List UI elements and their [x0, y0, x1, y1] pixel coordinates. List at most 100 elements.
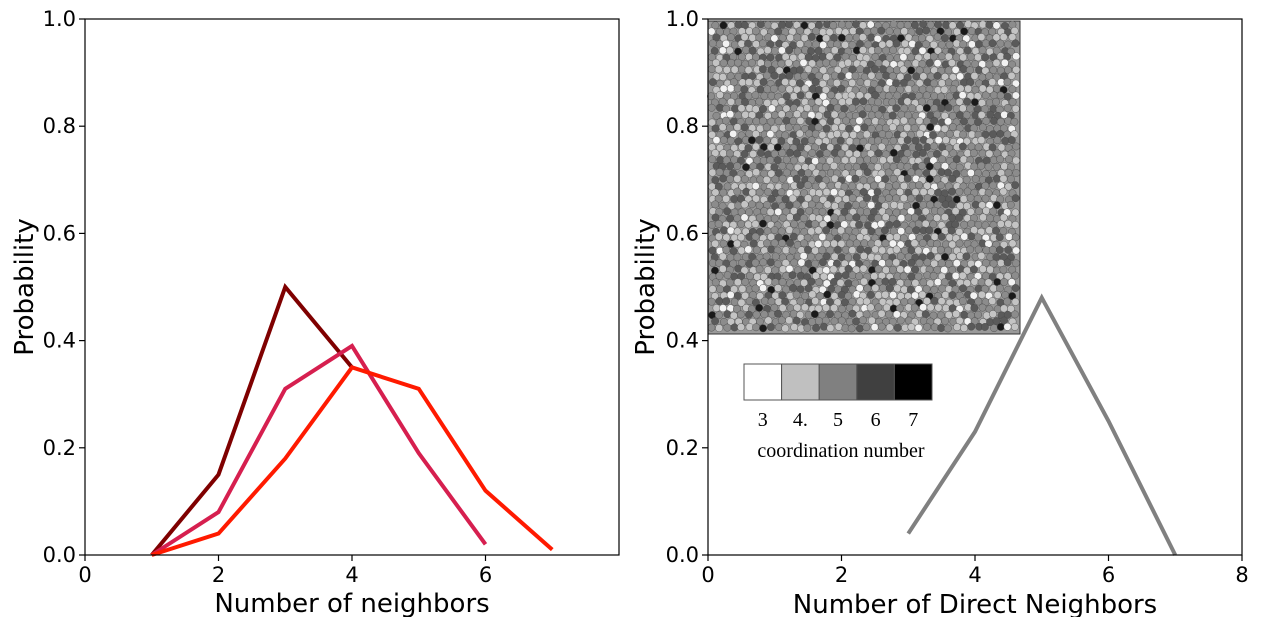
- packing-particle: [807, 277, 816, 286]
- packing-particle: [903, 279, 912, 287]
- packing-particle: [940, 85, 949, 94]
- packing-particle: [934, 303, 943, 312]
- packing-particle: [926, 200, 934, 209]
- packing-particle: [874, 149, 883, 158]
- packing-particle: [778, 46, 786, 55]
- packing-particle: [849, 130, 858, 139]
- packing-particle: [726, 214, 734, 223]
- packing-particle: [996, 323, 1005, 331]
- packing-particle: [944, 103, 953, 112]
- packing-particle: [941, 316, 949, 325]
- packing-particle: [748, 200, 756, 209]
- packing-particle: [956, 72, 965, 81]
- packing-particle: [845, 71, 853, 80]
- packing-particle: [967, 117, 975, 126]
- packing-particle: [1003, 258, 1012, 267]
- packing-particle: [1012, 52, 1021, 61]
- packing-particle: [871, 91, 880, 99]
- packing-particle: [885, 54, 894, 62]
- packing-particle: [707, 65, 716, 74]
- right-panel: 0 2 4 6 8 0.0 0.2 0.4 0.6 0.8 1.0 3 4. 5 6 7 coordinat…: [631, 7, 1249, 617]
- packing-particle: [778, 149, 787, 157]
- packing-particle: [751, 284, 760, 293]
- packing-particle: [974, 260, 983, 268]
- packing-particle: [778, 174, 787, 183]
- packing-particle: [915, 194, 924, 203]
- packing-particle: [803, 233, 812, 242]
- packing-particle: [808, 59, 816, 68]
- packing-particle: [897, 34, 905, 43]
- packing-particle: [892, 104, 901, 113]
- packing-particle: [881, 175, 890, 184]
- packing-particle: [1011, 233, 1020, 242]
- packing-particle: [938, 79, 946, 88]
- packing-particle: [842, 195, 851, 203]
- packing-particle: [918, 46, 927, 55]
- packing-particle: [804, 169, 813, 177]
- packing-particle: [980, 323, 989, 331]
- packing-particle: [718, 202, 727, 211]
- packing-particle: [852, 317, 861, 326]
- packing-particle: [882, 46, 890, 55]
- packing-particle: [937, 181, 945, 190]
- packing-particle: [751, 258, 760, 267]
- packing-particle: [970, 304, 979, 312]
- packing-particle: [816, 150, 824, 158]
- packing-particle: [830, 110, 839, 119]
- packing-particle: [978, 265, 987, 273]
- packing-particle: [974, 118, 983, 126]
- packing-particle: [751, 27, 760, 36]
- packing-particle: [733, 187, 742, 196]
- packing-particle: [970, 265, 978, 274]
- packing-particle: [877, 219, 886, 228]
- packing-particle: [786, 239, 794, 247]
- packing-particle: [777, 110, 786, 119]
- packing-particle: [799, 58, 808, 67]
- packing-particle: [862, 130, 871, 139]
- colorbar-swatch-6: [856, 363, 895, 401]
- packing-particle: [711, 21, 720, 30]
- packing-particle: [782, 142, 791, 151]
- packing-particle: [933, 33, 942, 41]
- packing-particle: [766, 258, 775, 267]
- packing-particle: [999, 227, 1008, 235]
- packing-particle: [858, 33, 867, 42]
- packing-particle: [860, 252, 868, 260]
- packing-particle: [908, 117, 916, 126]
- packing-particle: [1012, 65, 1021, 74]
- packing-particle: [893, 168, 902, 177]
- packing-particle: [944, 117, 952, 126]
- packing-particle: [726, 110, 735, 119]
- packing-particle: [949, 149, 958, 158]
- packing-particle: [933, 71, 942, 80]
- packing-particle: [958, 142, 967, 151]
- packing-particle: [960, 324, 969, 333]
- packing-particle: [966, 104, 974, 113]
- packing-particle: [829, 265, 838, 274]
- packing-particle: [878, 246, 887, 255]
- packing-particle: [716, 90, 724, 99]
- packing-particle: [867, 227, 876, 236]
- packing-particle: [856, 78, 865, 87]
- packing-particle: [764, 20, 772, 29]
- packing-particle: [863, 284, 872, 293]
- packing-particle: [929, 220, 938, 229]
- packing-particle: [712, 58, 720, 67]
- packing-particle: [951, 220, 960, 229]
- packing-particle: [933, 161, 942, 170]
- packing-particle: [840, 207, 849, 216]
- packing-particle: [941, 136, 950, 144]
- packing-particle: [712, 136, 721, 145]
- packing-particle: [948, 252, 957, 261]
- packing-particle: [712, 304, 721, 312]
- packing-particle: [734, 58, 742, 67]
- packing-particle: [818, 233, 827, 241]
- packing-particle: [888, 239, 897, 248]
- packing-particle: [885, 27, 894, 36]
- packing-particle: [786, 33, 795, 42]
- packing-particle: [793, 110, 801, 119]
- packing-particle: [733, 253, 742, 262]
- packing-particle: [718, 73, 727, 81]
- left-x-axis-label: Number of neighbors: [214, 589, 489, 617]
- packing-particle: [958, 271, 967, 280]
